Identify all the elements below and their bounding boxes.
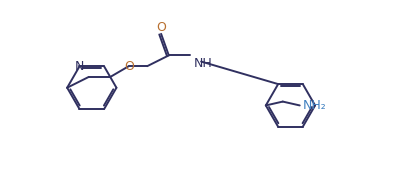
Text: N: N: [75, 60, 84, 73]
Text: NH: NH: [193, 57, 212, 70]
Text: O: O: [124, 60, 133, 73]
Text: O: O: [156, 21, 166, 34]
Text: NH₂: NH₂: [302, 99, 326, 112]
